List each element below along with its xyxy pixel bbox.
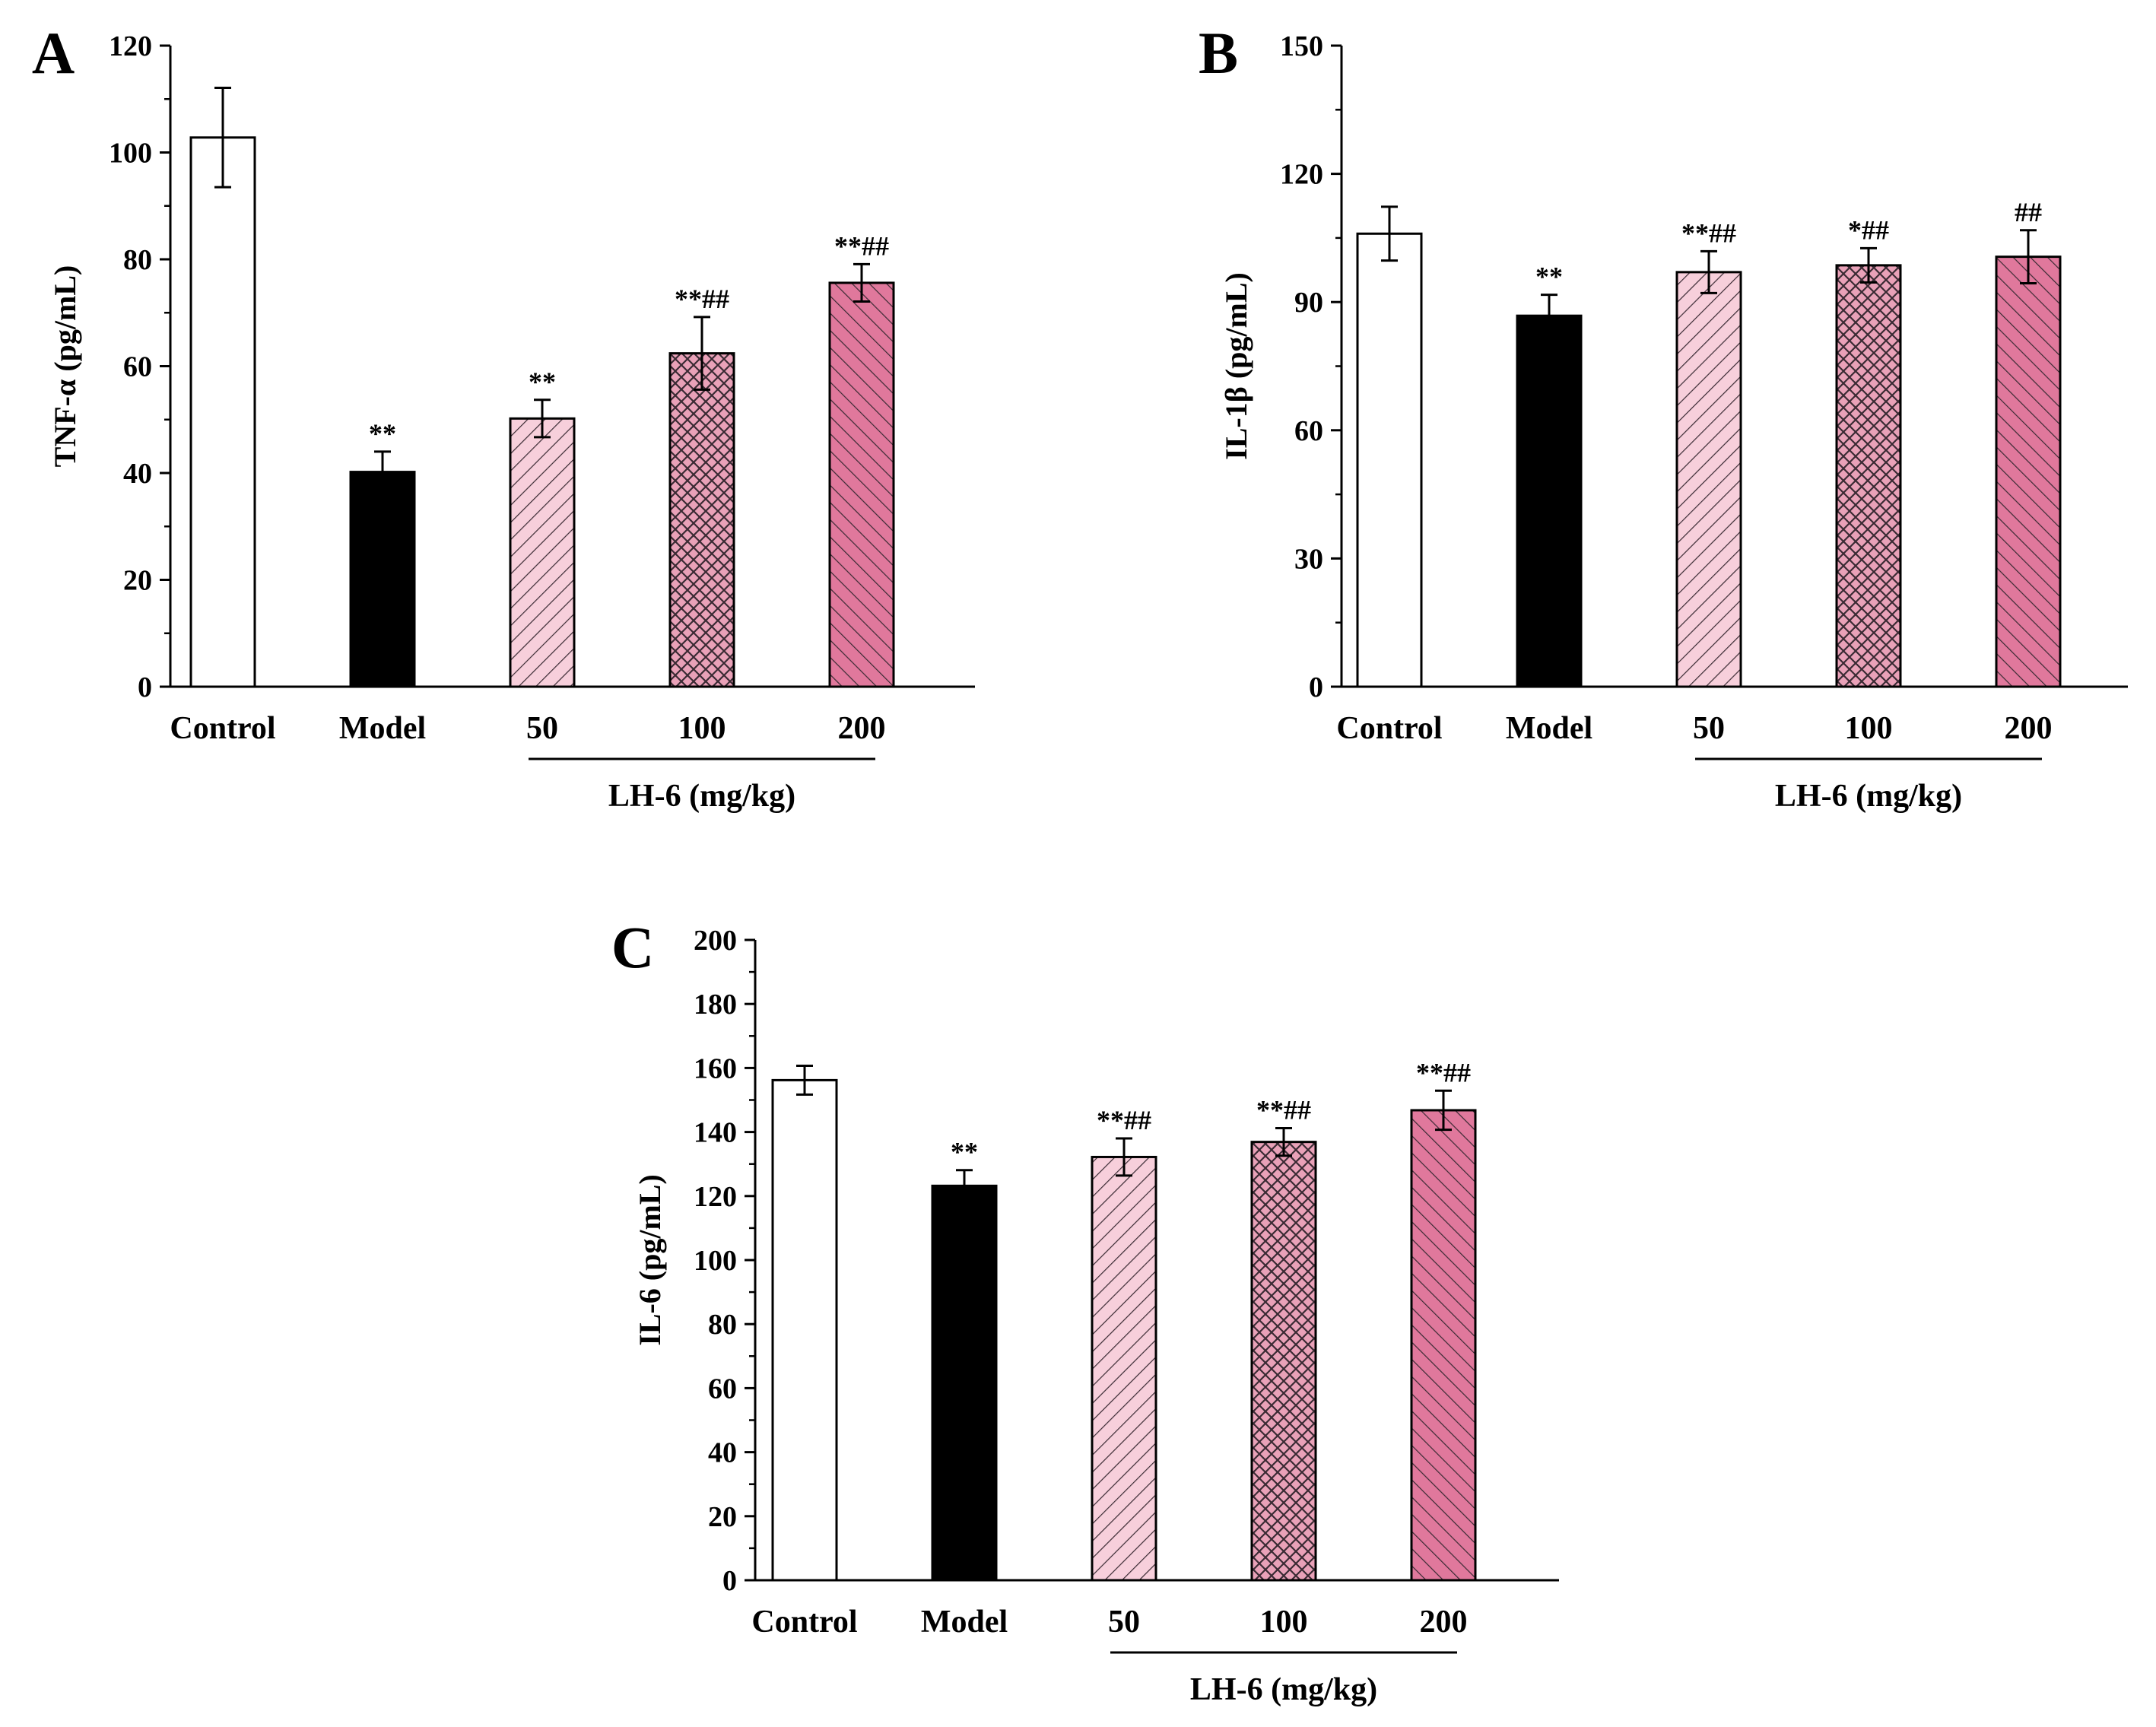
x-tick-label: 100	[678, 711, 726, 746]
y-tick-label: 60	[123, 351, 152, 383]
y-tick-label: 80	[123, 244, 152, 276]
y-tick-label: 0	[1309, 671, 1323, 703]
y-tick-label: 140	[694, 1117, 737, 1149]
y-tick-label: 40	[123, 458, 152, 490]
y-tick-label: 80	[708, 1309, 737, 1341]
bar-200	[1410, 1109, 1477, 1582]
bar-50	[1675, 271, 1742, 688]
y-axis-label: TNF-α (pg/mL)	[48, 265, 82, 468]
bar-100	[1835, 264, 1902, 688]
significance-label: **##	[1097, 1105, 1151, 1135]
significance-label: **	[529, 367, 556, 397]
significance-label: **	[369, 418, 396, 449]
y-tick-label: 100	[109, 138, 152, 170]
group-label: LH-6 (mg/kg)	[1190, 1672, 1377, 1707]
y-tick-label: 40	[708, 1437, 737, 1469]
y-tick-label: 160	[694, 1052, 737, 1084]
y-tick-label: 180	[694, 989, 737, 1021]
significance-label: **	[951, 1137, 978, 1167]
x-tick-label: 100	[1845, 711, 1893, 746]
group-label: LH-6 (mg/kg)	[1775, 779, 1962, 814]
y-tick-label: 60	[708, 1373, 737, 1405]
significance-label: *##	[1848, 214, 1889, 245]
y-tick-label: 120	[694, 1181, 737, 1213]
y-tick-label: 60	[1294, 415, 1323, 447]
x-tick-label: 50	[526, 711, 558, 746]
significance-label: ##	[2015, 197, 2042, 227]
bar-control	[1356, 232, 1423, 688]
panel-c: C 0 20 40 60 80 100 120 140 160 180 200 IL-6 (pg/mL)…	[611, 914, 1559, 1707]
x-tick-label: 50	[1693, 711, 1725, 746]
bar-100	[668, 352, 735, 688]
significance-label: **##	[1681, 217, 1736, 248]
bar-control	[771, 1078, 838, 1582]
bar-100	[1250, 1141, 1317, 1582]
bar-50	[1091, 1155, 1157, 1582]
x-tick-label: 200	[1420, 1605, 1468, 1640]
panel-b: B 0 30 60 90 120 150 IL-1β (pg/mL) Control ** Mode…	[1199, 20, 2128, 814]
bar-50	[509, 417, 576, 688]
bar-200	[828, 281, 895, 688]
y-tick-label: 120	[109, 30, 152, 62]
significance-label: **##	[675, 284, 729, 314]
y-tick-label: 0	[722, 1565, 737, 1597]
bar-model	[931, 1184, 998, 1582]
y-axis-label: IL-1β (pg/mL)	[1219, 272, 1253, 460]
x-tick-label: 100	[1260, 1605, 1308, 1640]
x-tick-label: Control	[751, 1605, 857, 1640]
x-tick-label: Model	[921, 1605, 1008, 1640]
y-axis-label: IL-6 (pg/mL)	[633, 1174, 667, 1346]
y-tick-label: 0	[138, 671, 152, 703]
y-tick-label: 20	[123, 565, 152, 597]
y-tick-label: 120	[1280, 159, 1323, 191]
panel-letter: B	[1199, 20, 1238, 86]
x-tick-label: 50	[1108, 1605, 1140, 1640]
significance-label: **##	[834, 230, 889, 261]
y-tick-label: 30	[1294, 543, 1323, 575]
significance-label: **##	[1416, 1057, 1471, 1087]
significance-label: **##	[1256, 1095, 1311, 1125]
significance-label: **	[1535, 262, 1563, 292]
x-tick-label: Control	[170, 711, 275, 746]
bar-200	[1995, 256, 2062, 688]
bar-model	[1516, 314, 1583, 688]
bar-control	[189, 136, 256, 688]
y-tick-label: 100	[694, 1245, 737, 1277]
y-tick-label: 200	[694, 925, 737, 957]
x-tick-label: 200	[838, 711, 886, 746]
x-tick-label: 200	[2005, 711, 2053, 746]
x-tick-label: Model	[1506, 711, 1592, 746]
y-tick-label: 90	[1294, 287, 1323, 319]
group-label: LH-6 (mg/kg)	[608, 779, 795, 814]
panel-letter: A	[32, 20, 75, 86]
panel-letter: C	[611, 914, 654, 980]
y-tick-label: 150	[1280, 30, 1323, 62]
y-tick-label: 20	[708, 1501, 737, 1533]
x-tick-label: Control	[1336, 711, 1442, 746]
panel-a: A 0 20 40 60 80 100 120 TNF-α (pg/mL) Control ** Mo…	[32, 20, 975, 814]
x-tick-label: Model	[339, 711, 426, 746]
bar-model	[349, 471, 416, 688]
